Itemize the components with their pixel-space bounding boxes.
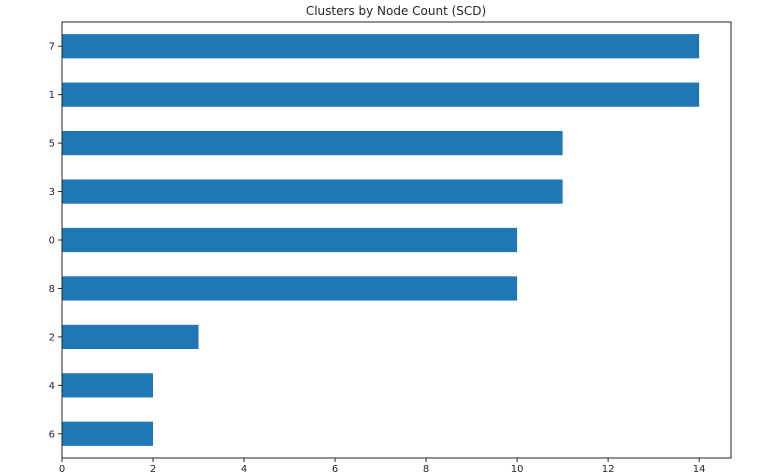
bar-cluster-6 [62, 421, 154, 446]
bar-cluster-4 [62, 373, 154, 398]
chart-title: Clusters by Node Count (SCD) [306, 4, 486, 18]
y-tick-label: 6 [49, 429, 55, 440]
bar-cluster-3 [62, 179, 563, 204]
bar-cluster-5 [62, 131, 563, 156]
y-tick-label: 2 [49, 332, 55, 343]
x-tick-label: 4 [241, 464, 247, 475]
y-tick-label: 1 [49, 90, 55, 101]
y-tick-label: 5 [49, 139, 55, 150]
y-tick-label: 7 [49, 42, 55, 53]
bar-cluster-0 [62, 227, 518, 253]
bar-cluster-7 [62, 34, 700, 59]
plot-frame [61, 21, 732, 459]
bar-cluster-8 [62, 276, 518, 301]
y-tick-label: 8 [49, 284, 55, 295]
y-axis: 7 1 5 3 0 8 2 4 6 [49, 42, 62, 440]
bar-cluster-1 [62, 82, 700, 107]
x-tick-label: 6 [332, 464, 338, 475]
x-tick-label: 8 [423, 464, 429, 475]
bar-cluster-2 [62, 324, 199, 349]
y-tick-label: 0 [49, 236, 55, 247]
x-axis: 0 2 4 6 8 10 12 14 [59, 458, 706, 475]
x-tick-label: 2 [150, 464, 156, 475]
y-tick-label: 3 [49, 187, 55, 198]
bars-layer [62, 34, 700, 446]
x-tick-label: 10 [511, 464, 524, 475]
x-tick-label: 14 [693, 464, 706, 475]
x-tick-label: 12 [602, 464, 615, 475]
y-tick-label: 4 [49, 381, 55, 392]
x-tick-label: 0 [59, 464, 65, 475]
